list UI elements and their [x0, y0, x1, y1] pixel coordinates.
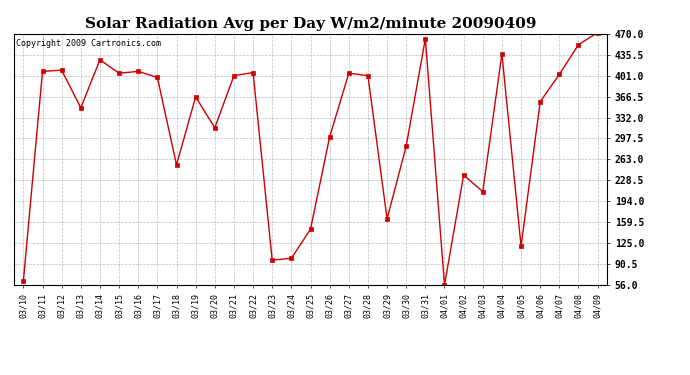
Title: Solar Radiation Avg per Day W/m2/minute 20090409: Solar Radiation Avg per Day W/m2/minute … [85, 17, 536, 31]
Text: Copyright 2009 Cartronics.com: Copyright 2009 Cartronics.com [16, 39, 161, 48]
